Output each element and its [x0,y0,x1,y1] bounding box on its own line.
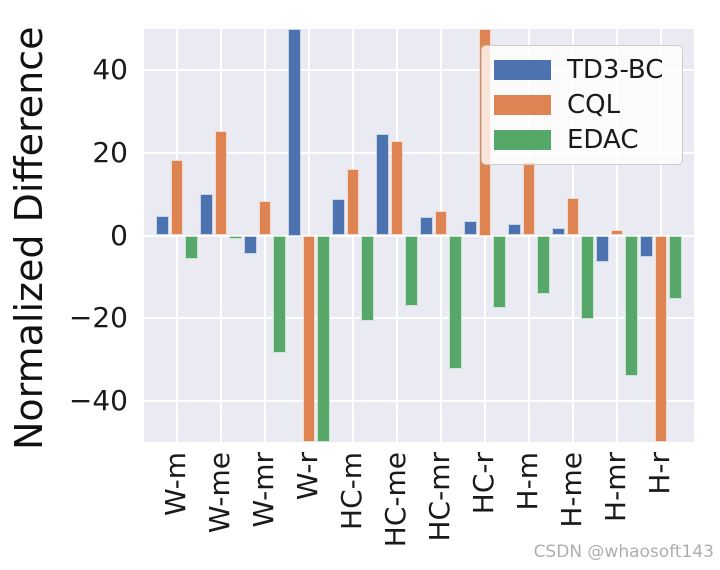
bar-CQL-H-m [522,162,536,236]
bar-CQL-W-m [170,159,184,236]
ytick-label-0: 0 [110,218,128,252]
bar-TD3-BC-H-mr [595,235,609,262]
bar-EDAC-W-r [317,235,331,442]
ytick-label--20: −20 [68,301,128,335]
xtick-label-H-m: H-m [511,452,544,511]
bar-TD3-BC-H-me [551,227,565,236]
xtick-label-H-r: H-r [643,452,676,495]
bar-EDAC-HC-me [405,235,419,306]
legend-label-EDAC: EDAC [567,125,639,156]
bar-TD3-BC-HC-r [463,221,477,236]
gridline-y-20 [144,151,694,154]
ytick-label-20: 20 [92,135,128,169]
xtick-label-W-me: W-me [203,452,236,534]
bar-CQL-H-mr [610,229,624,236]
legend-label-TD3-BC: TD3-BC [567,54,664,85]
xtick-label-HC-mr: HC-mr [423,452,456,542]
xtick-label-H-me: H-me [555,452,588,528]
legend: TD3-BC CQL EDAC [481,45,683,165]
bar-EDAC-H-mr [625,235,639,377]
bar-CQL-HC-me [390,140,404,236]
ytick-label-40: 40 [92,53,128,87]
xtick-label-W-m: W-m [159,452,192,516]
bar-EDAC-W-m [185,235,199,259]
bar-CQL-W-me [214,130,228,236]
xtick-label-HC-m: HC-m [335,452,368,530]
legend-item-EDAC: EDAC [494,127,670,153]
bar-EDAC-H-m [537,235,551,294]
gridline-y--40 [144,399,694,402]
bar-TD3-BC-HC-mr [419,216,433,236]
bar-TD3-BC-H-r [639,235,653,257]
gridline-y-0 [144,234,694,237]
bar-TD3-BC-HC-me [375,134,389,236]
legend-swatch-CQL [494,94,551,115]
legend-swatch-EDAC [494,130,551,151]
bar-CQL-W-r [302,235,316,442]
bar-TD3-BC-HC-m [331,199,345,236]
bar-CQL-H-me [566,197,580,236]
gridline-y-40 [144,69,694,72]
bar-EDAC-H-r [669,235,683,300]
bar-CQL-HC-mr [434,210,448,236]
xtick-label-HC-me: HC-me [379,452,412,548]
xtick-label-W-mr: W-mr [247,452,280,528]
ytick-label--40: −40 [68,383,128,417]
legend-swatch-TD3-BC [494,59,551,80]
bar-TD3-BC-W-mr [243,235,257,255]
gridline-y--20 [144,317,694,320]
bar-CQL-HC-m [346,169,360,236]
bar-CQL-W-mr [258,201,272,236]
xtick-label-H-mr: H-mr [599,452,632,522]
bar-TD3-BC-H-m [507,223,521,236]
xtick-label-W-r: W-r [291,452,324,501]
bar-EDAC-HC-r [493,235,507,309]
legend-item-TD3-BC: TD3-BC [494,57,670,83]
bar-TD3-BC-W-r [287,29,301,236]
bar-TD3-BC-W-me [199,193,213,236]
legend-label-CQL: CQL [567,89,621,120]
bar-TD3-BC-W-m [155,216,169,236]
bar-EDAC-H-me [581,235,595,319]
bar-EDAC-W-me [229,235,243,240]
watermark-text: CSDN @whaosoft143 [533,542,714,562]
bar-CQL-H-r [654,235,668,442]
bar-EDAC-HC-mr [449,235,463,370]
bar-EDAC-HC-m [361,235,375,321]
bar-EDAC-W-mr [273,235,287,354]
xtick-label-HC-r: HC-r [467,452,500,515]
legend-item-CQL: CQL [494,92,670,118]
